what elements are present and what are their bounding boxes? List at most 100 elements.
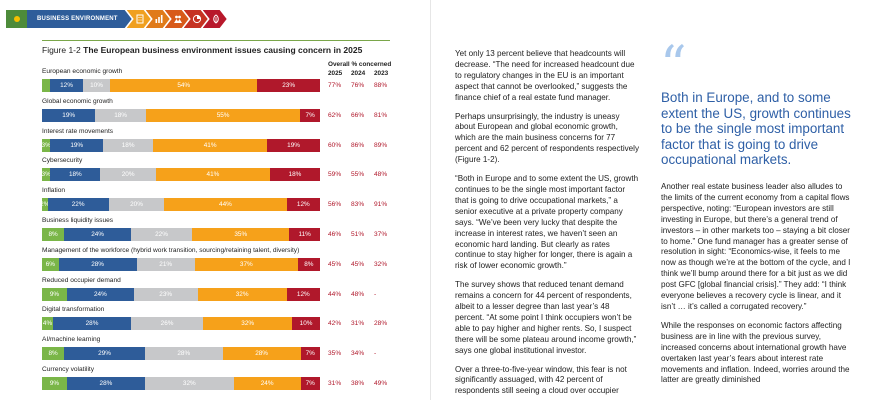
bar-segment-high: 37% xyxy=(194,257,298,271)
chart-row: Currency volatility 9% 28% 32% 24% 7% 31% 38% 49… xyxy=(42,366,402,395)
overall-value-2024: 34% xyxy=(351,350,365,358)
bar-segment-very-low: 4% xyxy=(42,317,54,331)
stacked-bar: 8% 24% 22% 35% 11% xyxy=(42,228,320,241)
overall-value-2024: 48% xyxy=(351,290,365,298)
bar-segment-neutral: 20% xyxy=(108,198,165,212)
overall-value-2023: 32% xyxy=(374,260,388,268)
chart-row: Reduced occupier demand 9% 24% 23% 32% 12% 44%… xyxy=(42,277,402,306)
overall-value-2024: 83% xyxy=(351,201,365,209)
bar-segment-high: 32% xyxy=(203,317,293,331)
bar-segment-neutral: 10% xyxy=(82,79,111,92)
bar-segment-high: 41% xyxy=(153,138,268,152)
stacked-bar: 2%22%20%44%12% xyxy=(42,198,320,212)
bar-segment-very-low: 3% xyxy=(42,168,51,182)
bar-segment-very-high: 8% xyxy=(297,257,320,271)
chart-row: Inflation 2%22%20%44%12% 56% 83% 91% xyxy=(42,187,402,216)
overall-value-2023: - xyxy=(374,350,377,358)
bar-segment-low: 28% xyxy=(67,377,145,390)
stacked-bar: 3% 18% 20% 41% 18% xyxy=(42,168,320,182)
category-label: Interest rate movements xyxy=(42,127,114,135)
figure-title-text: The European business environment issues… xyxy=(83,45,363,55)
bar-segment-low: 29% xyxy=(64,347,145,361)
bar-segment-low: 28% xyxy=(58,257,137,271)
category-label: Inflation xyxy=(42,187,66,195)
chart-row: Interest rate movements 3% 19% 18% 41% 19% 60%… xyxy=(42,128,402,157)
bar-segment-neutral: 26% xyxy=(130,317,204,331)
overall-value-2023: 48% xyxy=(374,171,388,179)
chart-bars-icon[interactable] xyxy=(146,10,170,28)
bar-segment-very-high: 10% xyxy=(292,317,320,331)
bar-segment-neutral: 23% xyxy=(133,287,198,301)
overall-value-2024: 55% xyxy=(351,171,365,179)
overall-value-2025: 45% xyxy=(328,260,342,268)
paragraph: Yet only 13 percent believe that headcou… xyxy=(455,49,635,102)
year-2023-header: 2023 xyxy=(374,70,389,77)
right-page: Yet only 13 percent believe that headcou… xyxy=(430,0,889,400)
home-icon[interactable] xyxy=(6,10,28,28)
overall-value-2023: 91% xyxy=(374,201,388,209)
category-label: Digital transformation xyxy=(42,306,105,314)
bar-segment-neutral: 20% xyxy=(100,168,156,182)
overall-value-2025: 46% xyxy=(328,231,342,238)
bar-segment-very-low: 3% xyxy=(42,138,51,152)
overall-value-2024: 51% xyxy=(351,231,365,238)
overall-value-2023: 28% xyxy=(374,320,388,328)
bar-segment-high: 55% xyxy=(145,108,301,122)
paragraph: While the responses on economic factors … xyxy=(661,320,850,385)
overall-value-2025: 77% xyxy=(328,82,342,89)
nav-business-environment[interactable]: BUSINESS ENVIRONMENT xyxy=(27,10,132,28)
stacked-bar: 6% 28% 21% 37% 8% xyxy=(42,257,320,271)
bar-segment-very-low: 8% xyxy=(42,347,65,361)
category-label: Management of the workforce (hybrid work… xyxy=(42,246,300,254)
leaf-icon[interactable] xyxy=(203,10,227,28)
overall-value-2024: 76% xyxy=(351,82,365,89)
paragraph: Perhaps unsurprisingly, the industry is … xyxy=(455,111,640,165)
bar-segment-very-high: 18% xyxy=(269,168,320,182)
overall-value-2024: 86% xyxy=(351,141,365,149)
paragraph: The survey shows that reduced tenant dem… xyxy=(455,280,637,355)
overall-value-2023: 37% xyxy=(374,231,388,238)
text-column-1: Yet only 13 percent believe that headcou… xyxy=(455,49,640,405)
chart-row: Global economic growth 19% 18% 55% 7% 62% 66% 8… xyxy=(42,98,402,127)
bar-segment-high: 32% xyxy=(197,287,287,301)
chart-row: AI/machine learning 8% 29% 28% 28% 7% 35% 34% - xyxy=(42,336,402,365)
bar-segment-very-high: 7% xyxy=(300,108,320,122)
bar-segment-low: 18% xyxy=(50,168,101,182)
category-label: AI/machine learning xyxy=(42,336,101,344)
paragraph: Another real estate business leader also… xyxy=(661,182,851,311)
bar-segment-low: 19% xyxy=(42,108,96,122)
bar-segment-low: 24% xyxy=(67,287,134,301)
overall-concerned-header: Overall % concerned xyxy=(328,61,392,68)
pie-chart-icon[interactable] xyxy=(184,10,208,28)
bar-segment-very-high: 12% xyxy=(286,198,320,212)
category-label: Reduced occupier demand xyxy=(42,276,121,284)
chart-row: Management of the workforce (hybrid work… xyxy=(42,247,402,276)
bar-segment-very-high: 23% xyxy=(257,79,320,92)
stacked-bar: 8% 29% 28% 28% 7% xyxy=(42,347,320,361)
overall-value-2025: 31% xyxy=(328,380,342,387)
overall-value-2025: 44% xyxy=(328,290,342,298)
bar-segment-very-low: 2% xyxy=(42,198,48,212)
left-page: BUSINESS ENVIRONMENT Figure 1-2 The Euro… xyxy=(0,0,428,400)
overall-value-2024: 66% xyxy=(351,111,365,119)
bar-segment-low: 12% xyxy=(50,79,83,92)
building-icon[interactable] xyxy=(127,10,151,28)
overall-value-2023: 89% xyxy=(374,141,388,149)
chart-row: Cybersecurity 3% 18% 20% 41% 18% 59% 55% 48% xyxy=(42,157,402,186)
stacked-bar: 19% 18% 55% 7% xyxy=(42,108,320,122)
bar-segment-low: 24% xyxy=(64,228,131,241)
paragraph: “Both in Europe and to some extent the U… xyxy=(455,174,639,271)
bar-segment-very-low xyxy=(42,79,51,92)
chart-row: Digital transformation 4% 28% 26% 32% 10% 42% 3… xyxy=(42,306,402,335)
bar-segment-very-high: 19% xyxy=(267,138,320,152)
people-icon[interactable] xyxy=(165,10,189,28)
bar-segment-low: 28% xyxy=(53,317,131,331)
chart-row: Business liquidity issues 8% 24% 22% 35% 11% 4… xyxy=(42,217,402,246)
bar-segment-high: 24% xyxy=(233,377,301,390)
bar-segment-neutral: 21% xyxy=(136,257,195,271)
overall-value-2025: 56% xyxy=(328,201,342,209)
overall-value-2023: 81% xyxy=(374,111,388,119)
bar-segment-high: 44% xyxy=(164,198,287,212)
category-label: Currency volatility xyxy=(42,366,95,373)
paragraph: Over a three-to-five-year window, this f… xyxy=(455,364,627,396)
